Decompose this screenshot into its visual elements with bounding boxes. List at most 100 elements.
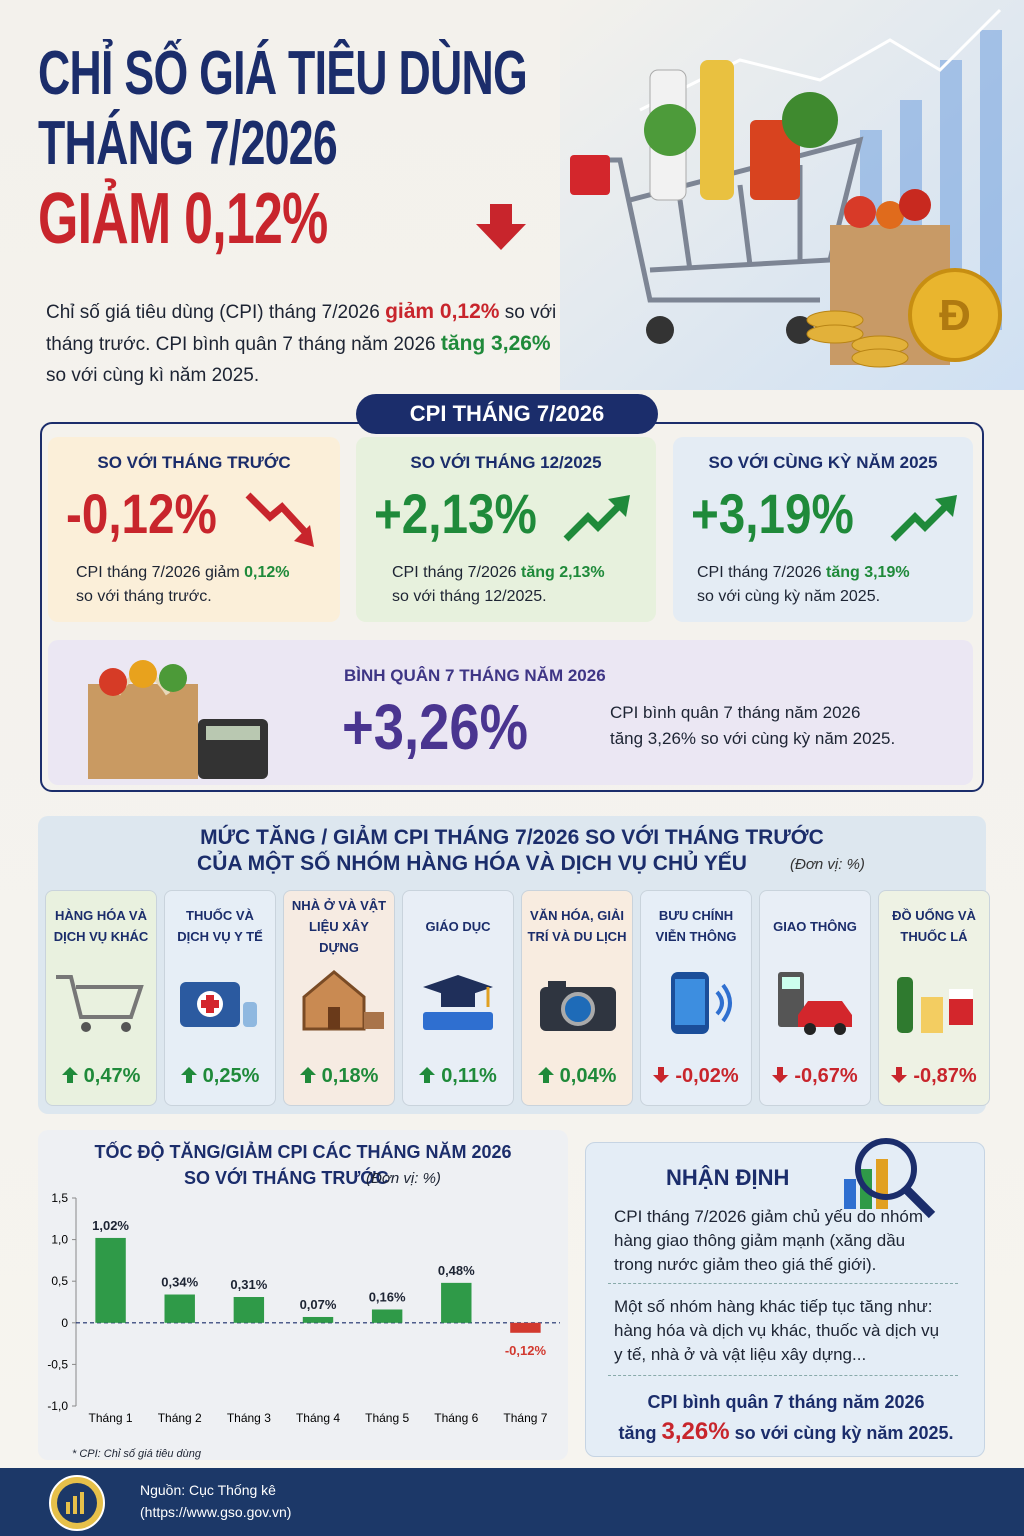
group-value-text: 0,25% (202, 1065, 260, 1087)
average-desc: CPI bình quân 7 tháng năm 2026 tăng 3,26%… (610, 700, 895, 752)
card: SO VỚI THÁNG TRƯỚC -0,12% CPI tháng 7/20… (48, 437, 340, 622)
svg-text:Đ: Đ (939, 291, 971, 340)
footer: Nguồn: Cục Thống kê (https://www.gso.gov… (0, 1468, 1024, 1536)
desc-text: CPI tháng 7/2026 giảm (76, 564, 245, 581)
group-icon (897, 977, 973, 1033)
conclusion-text: so với cùng kỳ năm 2025. (729, 1423, 954, 1443)
assessment-panel: NHẬN ĐỊNH CPI tháng 7/2026 giảm chủ yếu … (585, 1138, 985, 1457)
desc-text: CPI bình quân 7 tháng năm 2026 (610, 703, 861, 722)
card-desc: CPI tháng 7/2026 tăng 3,19% so với cùng … (697, 561, 910, 609)
trend-arrow (891, 1067, 908, 1083)
group-value: 0,18% (284, 1065, 394, 1088)
group-name: GIÁO DỤC (425, 918, 491, 934)
group-tile: NHÀ Ở VÀ VẬT LIỆU XÂY DỰNG 0,18% (283, 890, 395, 1106)
card-desc: CPI tháng 7/2026 giảm 0,12% so với tháng… (76, 561, 289, 609)
logo (49, 1475, 105, 1531)
group-value: 0,47% (46, 1065, 156, 1088)
down-arrow (476, 204, 526, 250)
trend-arrow (563, 495, 630, 542)
magnifier-icon (844, 1138, 936, 1219)
card-heading: SO VỚI THÁNG TRƯỚC (97, 453, 291, 472)
card: SO VỚI CÙNG KỲ NĂM 2025 +3,19% CPI tháng… (673, 437, 973, 622)
groups-title: MỨC TĂNG / GIẢM CPI THÁNG 7/2026 SO VỚI … (200, 826, 824, 849)
groups-panel: MỨC TĂNG / GIẢM CPI THÁNG 7/2026 SO VỚI … (38, 816, 990, 1114)
intro: Chỉ số giá tiêu dùng (CPI) tháng 7/2026 … (46, 296, 566, 391)
assessment-title: NHẬN ĐỊNH (666, 1165, 790, 1190)
card-value: +2,13% (374, 482, 537, 545)
group-value: 0,11% (403, 1065, 513, 1088)
group-value-text: 0,04% (559, 1065, 617, 1087)
assessment-paragraph: CPI tháng 7/2026 giảm chủ yếu do nhóm hà… (614, 1207, 924, 1274)
group-name: BƯU CHÍNH VIỄN THÔNG (655, 908, 737, 944)
group-tile: GIAO THÔNG -0,67% (759, 890, 871, 1106)
group-icon (540, 981, 616, 1031)
chart-panel: TỐC ĐỘ TĂNG/GIẢM CPI CÁC THÁNG NĂM 2026 … (38, 1130, 568, 1460)
conclusion-highlight: 3,26% (661, 1418, 730, 1445)
group-value-text: 0,11% (441, 1065, 497, 1087)
bag-illustration (88, 660, 268, 779)
group-name: ĐỒ UỐNG VÀ THUỐC LÁ (892, 908, 976, 944)
card-desc: CPI tháng 7/2026 tăng 2,13% so với tháng… (392, 561, 605, 609)
group-name: VĂN HÓA, GIẢI TRÍ VÀ DU LỊCH (527, 908, 627, 944)
group-value-text: -0,67% (794, 1065, 858, 1087)
group-value: -0,67% (760, 1065, 870, 1088)
chart-title: TỐC ĐỘ TĂNG/GIẢM CPI CÁC THÁNG NĂM 2026 (94, 1142, 512, 1162)
desc-text: tăng 3,26% so với cùng kỳ năm 2025. (610, 729, 896, 748)
group-tile: HÀNG HÓA VÀ DỊCH VỤ KHÁC 0,47% (45, 890, 157, 1106)
divider (608, 1283, 958, 1284)
group-name: NHÀ Ở VÀ VẬT LIỆU XÂY DỰNG (291, 897, 387, 955)
conclusion-text: tăng (618, 1423, 662, 1443)
desc-highlight: tăng 2,13% (520, 564, 605, 581)
desc-highlight: 0,12% (244, 564, 290, 581)
trend-arrow (299, 1067, 316, 1083)
title-line: CHỈ SỐ GIÁ TIÊU DÙNG (38, 39, 528, 108)
card-heading: SO VỚI THÁNG 12/2025 (410, 453, 602, 472)
summary-tab: CPI THÁNG 7/2026 (356, 394, 658, 434)
conclusion-text: CPI bình quân 7 tháng năm 2026 (647, 1392, 925, 1412)
card: SO VỚI THÁNG 12/2025 +2,13% CPI tháng 7/… (356, 437, 656, 622)
group-value: 0,25% (165, 1065, 275, 1088)
desc-highlight: tăng 3,19% (825, 564, 910, 581)
group-value-text: 0,47% (83, 1065, 141, 1087)
card-value: +3,19% (691, 482, 854, 545)
group-name: THUỐC VÀ DỊCH VỤ Y TẾ (177, 908, 263, 944)
intro-text: Chỉ số giá tiêu dùng (CPI) tháng 7/2026 (46, 302, 386, 323)
desc-text: CPI tháng 7/2026 (392, 564, 521, 581)
chart-unit: (Đơn vị: %) (366, 1170, 441, 1187)
chart-subtitle: SO VỚI THÁNG TRƯỚC (184, 1168, 389, 1188)
average-heading: BÌNH QUÂN 7 THÁNG NĂM 2026 (344, 666, 606, 685)
title-line: THÁNG 7/2026 (38, 109, 338, 178)
average-card: BÌNH QUÂN 7 THÁNG NĂM 2026 +3,26% CPI bì… (48, 640, 973, 785)
desc-text: so với tháng 12/2025. (392, 588, 547, 605)
group-tile: THUỐC VÀ DỊCH VỤ Y TẾ 0,25% (164, 890, 276, 1106)
source-url: (https://www.gso.gov.vn) (140, 1504, 292, 1520)
groups-title: CỦA MỘT SỐ NHÓM HÀNG HÓA VÀ DỊCH VỤ CHỦ … (197, 852, 747, 875)
card-heading: SO VỚI CÙNG KỲ NĂM 2025 (708, 453, 938, 472)
trend-arrow (772, 1067, 789, 1083)
trend-arrow (419, 1067, 436, 1083)
trend-arrow (537, 1067, 554, 1083)
desc-text: so với tháng trước. (76, 588, 212, 605)
group-icon (302, 970, 384, 1031)
group-name: GIAO THÔNG (773, 918, 857, 934)
trend-arrow (61, 1067, 78, 1083)
group-tile: GIÁO DỤC 0,11% (402, 890, 514, 1106)
intro-highlight: giảm 0,12% (385, 300, 500, 323)
intro-text: so với tháng trước. CPI bình quân 7 thán… (46, 302, 557, 355)
footnote: * CPI: Chỉ số giá tiêu dùng (72, 1448, 202, 1460)
group-tile: ĐỒ UỐNG VÀ THUỐC LÁ -0,87% (878, 890, 990, 1106)
trend-arrow (180, 1067, 197, 1083)
group-value-text: -0,02% (675, 1065, 739, 1087)
assessment-conclusion: CPI bình quân 7 tháng năm 2026 tăng 3,26%… (616, 1387, 956, 1448)
trend-arrow (653, 1067, 670, 1083)
assessment-paragraph: Một số nhóm hàng khác tiếp tục tăng như:… (614, 1297, 940, 1364)
desc-text: so với cùng kỳ năm 2025. (697, 588, 881, 605)
average-value: +3,26% (342, 691, 529, 763)
group-tile: VĂN HÓA, GIẢI TRÍ VÀ DU LỊCH 0,04% (521, 890, 633, 1106)
group-name: HÀNG HÓA VÀ DỊCH VỤ KHÁC (53, 908, 149, 944)
groups-unit: (Đơn vị: %) (790, 856, 865, 873)
intro-highlight: tăng 3,26% (440, 332, 551, 355)
group-icon (778, 972, 852, 1035)
group-icon (180, 982, 257, 1027)
